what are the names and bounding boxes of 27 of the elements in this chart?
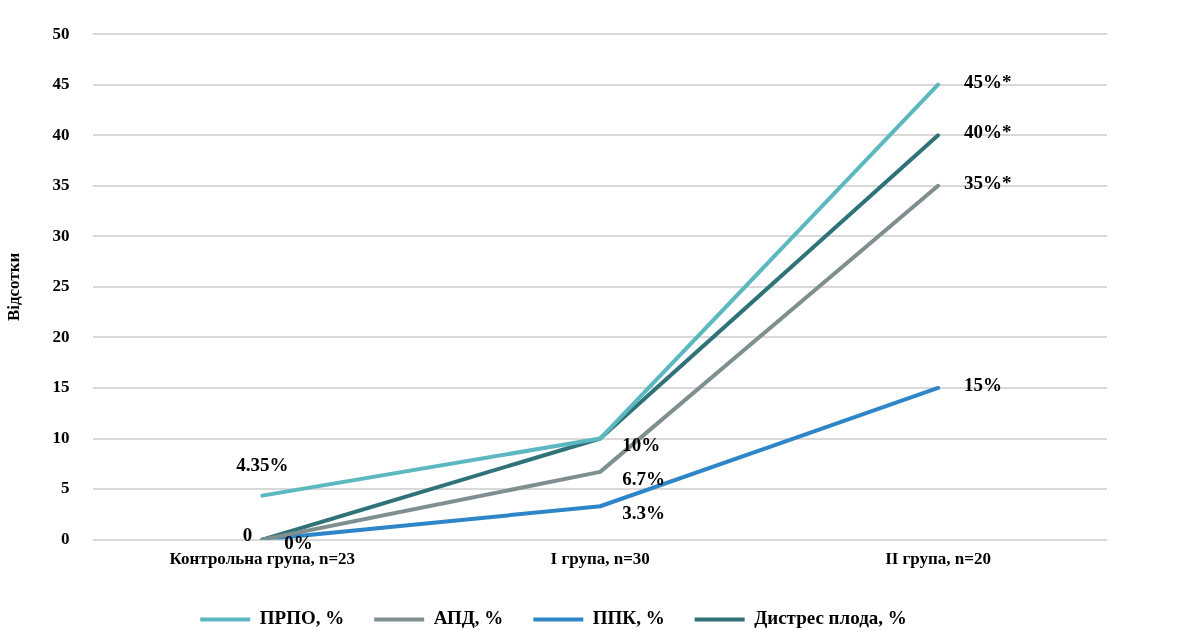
legend-label: ПРПО, % xyxy=(259,607,345,629)
y-tick-label: 10 xyxy=(52,427,70,447)
data-label: 15% xyxy=(964,373,1003,395)
data-label: 40%* xyxy=(964,121,1012,143)
y-tick-label: 25 xyxy=(52,276,70,296)
x-tick-label: I група, n=30 xyxy=(550,549,650,569)
data-label: 6.7% xyxy=(622,467,665,489)
y-tick-label: 20 xyxy=(52,326,70,346)
data-label: 0 xyxy=(242,523,253,545)
legend-label: ППК, % xyxy=(592,607,665,629)
y-tick-label: 35 xyxy=(52,175,70,195)
data-label: 3.3% xyxy=(622,502,665,524)
legend-label: Дистрес плода, % xyxy=(754,607,907,629)
y-axis-title: Відсотки xyxy=(3,252,23,322)
y-tick-label: 5 xyxy=(60,478,70,498)
data-label: 4.35% xyxy=(236,453,289,475)
y-tick-label: 45 xyxy=(52,74,70,94)
legend-label: АПД, % xyxy=(433,607,504,629)
y-tick-label: 30 xyxy=(52,225,70,245)
data-label: 35%* xyxy=(964,171,1012,193)
data-label: 45%* xyxy=(964,70,1012,92)
data-label: 10% xyxy=(622,434,661,456)
y-tick-label: 40 xyxy=(52,124,70,144)
y-tick-label: 15 xyxy=(52,377,70,397)
y-tick-label: 0 xyxy=(60,528,70,548)
x-tick-label: II група, n=20 xyxy=(885,549,991,569)
y-tick-label: 50 xyxy=(52,23,70,43)
